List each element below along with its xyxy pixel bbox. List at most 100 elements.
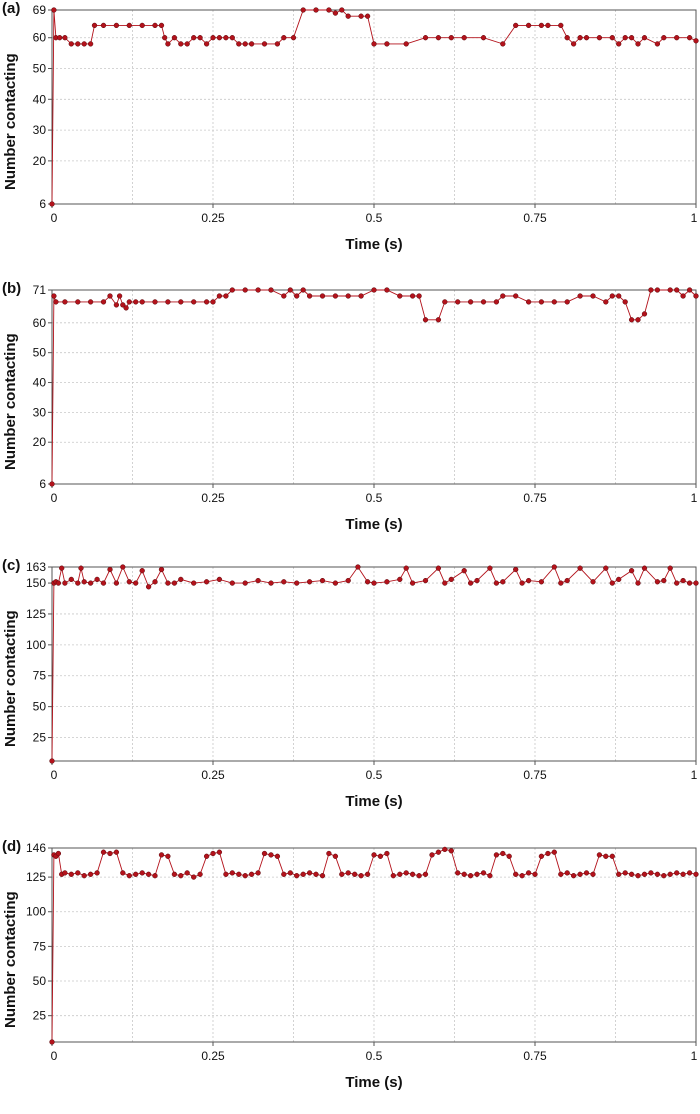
data-point xyxy=(261,41,268,47)
data-point xyxy=(248,871,255,877)
x-tick-label: 0 xyxy=(51,1049,58,1063)
data-point xyxy=(545,22,551,29)
data-point xyxy=(242,873,248,879)
data-point xyxy=(577,565,583,571)
data-point xyxy=(622,870,628,876)
data-point xyxy=(158,852,165,858)
chart-panel-d: (d) Number contacting Time (s) 0 0.25 0.5 0.75… xyxy=(0,838,700,1114)
data-point xyxy=(268,852,274,858)
data-point xyxy=(229,870,235,876)
data-point xyxy=(513,871,519,877)
data-point xyxy=(635,873,641,879)
x-tick-label: 1 xyxy=(691,491,698,505)
data-point xyxy=(123,305,129,311)
y-tick-label: 30 xyxy=(33,405,47,419)
data-point xyxy=(558,22,564,29)
data-point xyxy=(538,299,545,305)
data-point xyxy=(87,871,94,877)
data-point xyxy=(674,580,680,586)
data-point xyxy=(339,7,345,13)
data-point xyxy=(191,35,197,41)
data-point xyxy=(397,871,403,877)
data-point xyxy=(158,566,165,573)
data-point xyxy=(551,299,557,305)
data-point xyxy=(616,576,622,583)
data-point xyxy=(332,293,339,299)
data-point xyxy=(467,580,474,586)
data-point xyxy=(564,35,570,41)
x-tick-label: 1 xyxy=(691,768,698,782)
data-point xyxy=(120,870,126,876)
data-point xyxy=(113,22,120,29)
data-point xyxy=(551,849,557,855)
data-point xyxy=(216,293,223,299)
data-point xyxy=(448,848,454,854)
data-point xyxy=(622,299,628,305)
data-point xyxy=(500,850,506,857)
data-point xyxy=(300,287,306,293)
data-point xyxy=(448,576,454,583)
data-point xyxy=(94,576,100,583)
data-point xyxy=(525,299,532,305)
data-point xyxy=(538,22,545,29)
data-point xyxy=(422,35,429,41)
data-point xyxy=(313,7,319,13)
data-point xyxy=(513,22,519,29)
chart-panel-a: (a) Number contacting Time (s) 0 0.25 0.5 0.75… xyxy=(0,0,700,276)
data-point xyxy=(461,871,467,877)
data-point xyxy=(635,41,641,47)
data-point xyxy=(474,577,480,584)
x-axis-label: Time (s) xyxy=(345,236,403,253)
data-point xyxy=(268,287,274,293)
data-point xyxy=(78,565,84,571)
data-point xyxy=(287,870,293,876)
data-point xyxy=(55,850,62,857)
data-point xyxy=(551,564,557,570)
data-point xyxy=(667,871,673,877)
data-point xyxy=(596,852,603,858)
data-point xyxy=(384,850,390,857)
y-tick-label: 25 xyxy=(33,1009,47,1023)
panel-label: (a) xyxy=(2,0,21,17)
x-tick-label: 0.5 xyxy=(366,1049,383,1063)
data-point xyxy=(667,287,673,293)
data-point xyxy=(229,35,235,41)
x-tick-label: 1 xyxy=(691,1049,698,1063)
data-point xyxy=(152,299,158,305)
data-point xyxy=(616,41,622,47)
data-point xyxy=(493,299,500,305)
y-tick-label: 60 xyxy=(33,31,47,45)
data-point xyxy=(622,35,628,41)
data-point xyxy=(165,41,171,47)
data-point xyxy=(203,579,210,585)
data-point xyxy=(680,577,686,584)
data-point xyxy=(461,35,467,41)
x-tick-label: 0.5 xyxy=(366,211,383,225)
data-point xyxy=(281,579,287,585)
data-point xyxy=(158,22,165,29)
y-tick-label: 30 xyxy=(33,123,47,137)
data-point xyxy=(268,580,274,586)
data-point xyxy=(680,871,686,877)
y-tick-label: 50 xyxy=(33,62,47,76)
data-point xyxy=(519,873,525,879)
y-tick-label: 75 xyxy=(33,669,47,683)
data-point xyxy=(558,871,564,877)
data-point xyxy=(223,293,229,299)
data-point xyxy=(654,41,661,47)
data-point xyxy=(107,293,113,299)
data-point xyxy=(358,13,364,19)
data-point xyxy=(306,293,313,299)
data-point xyxy=(255,870,261,876)
data-point xyxy=(145,584,152,590)
data-point xyxy=(358,873,364,879)
x-axis-label: Time (s) xyxy=(345,516,403,533)
data-point xyxy=(628,35,635,41)
y-tick-label: 100 xyxy=(26,638,46,652)
data-point xyxy=(216,576,223,583)
data-point xyxy=(403,565,409,571)
data-point xyxy=(442,580,448,586)
data-point xyxy=(281,293,287,299)
data-point xyxy=(210,850,216,857)
